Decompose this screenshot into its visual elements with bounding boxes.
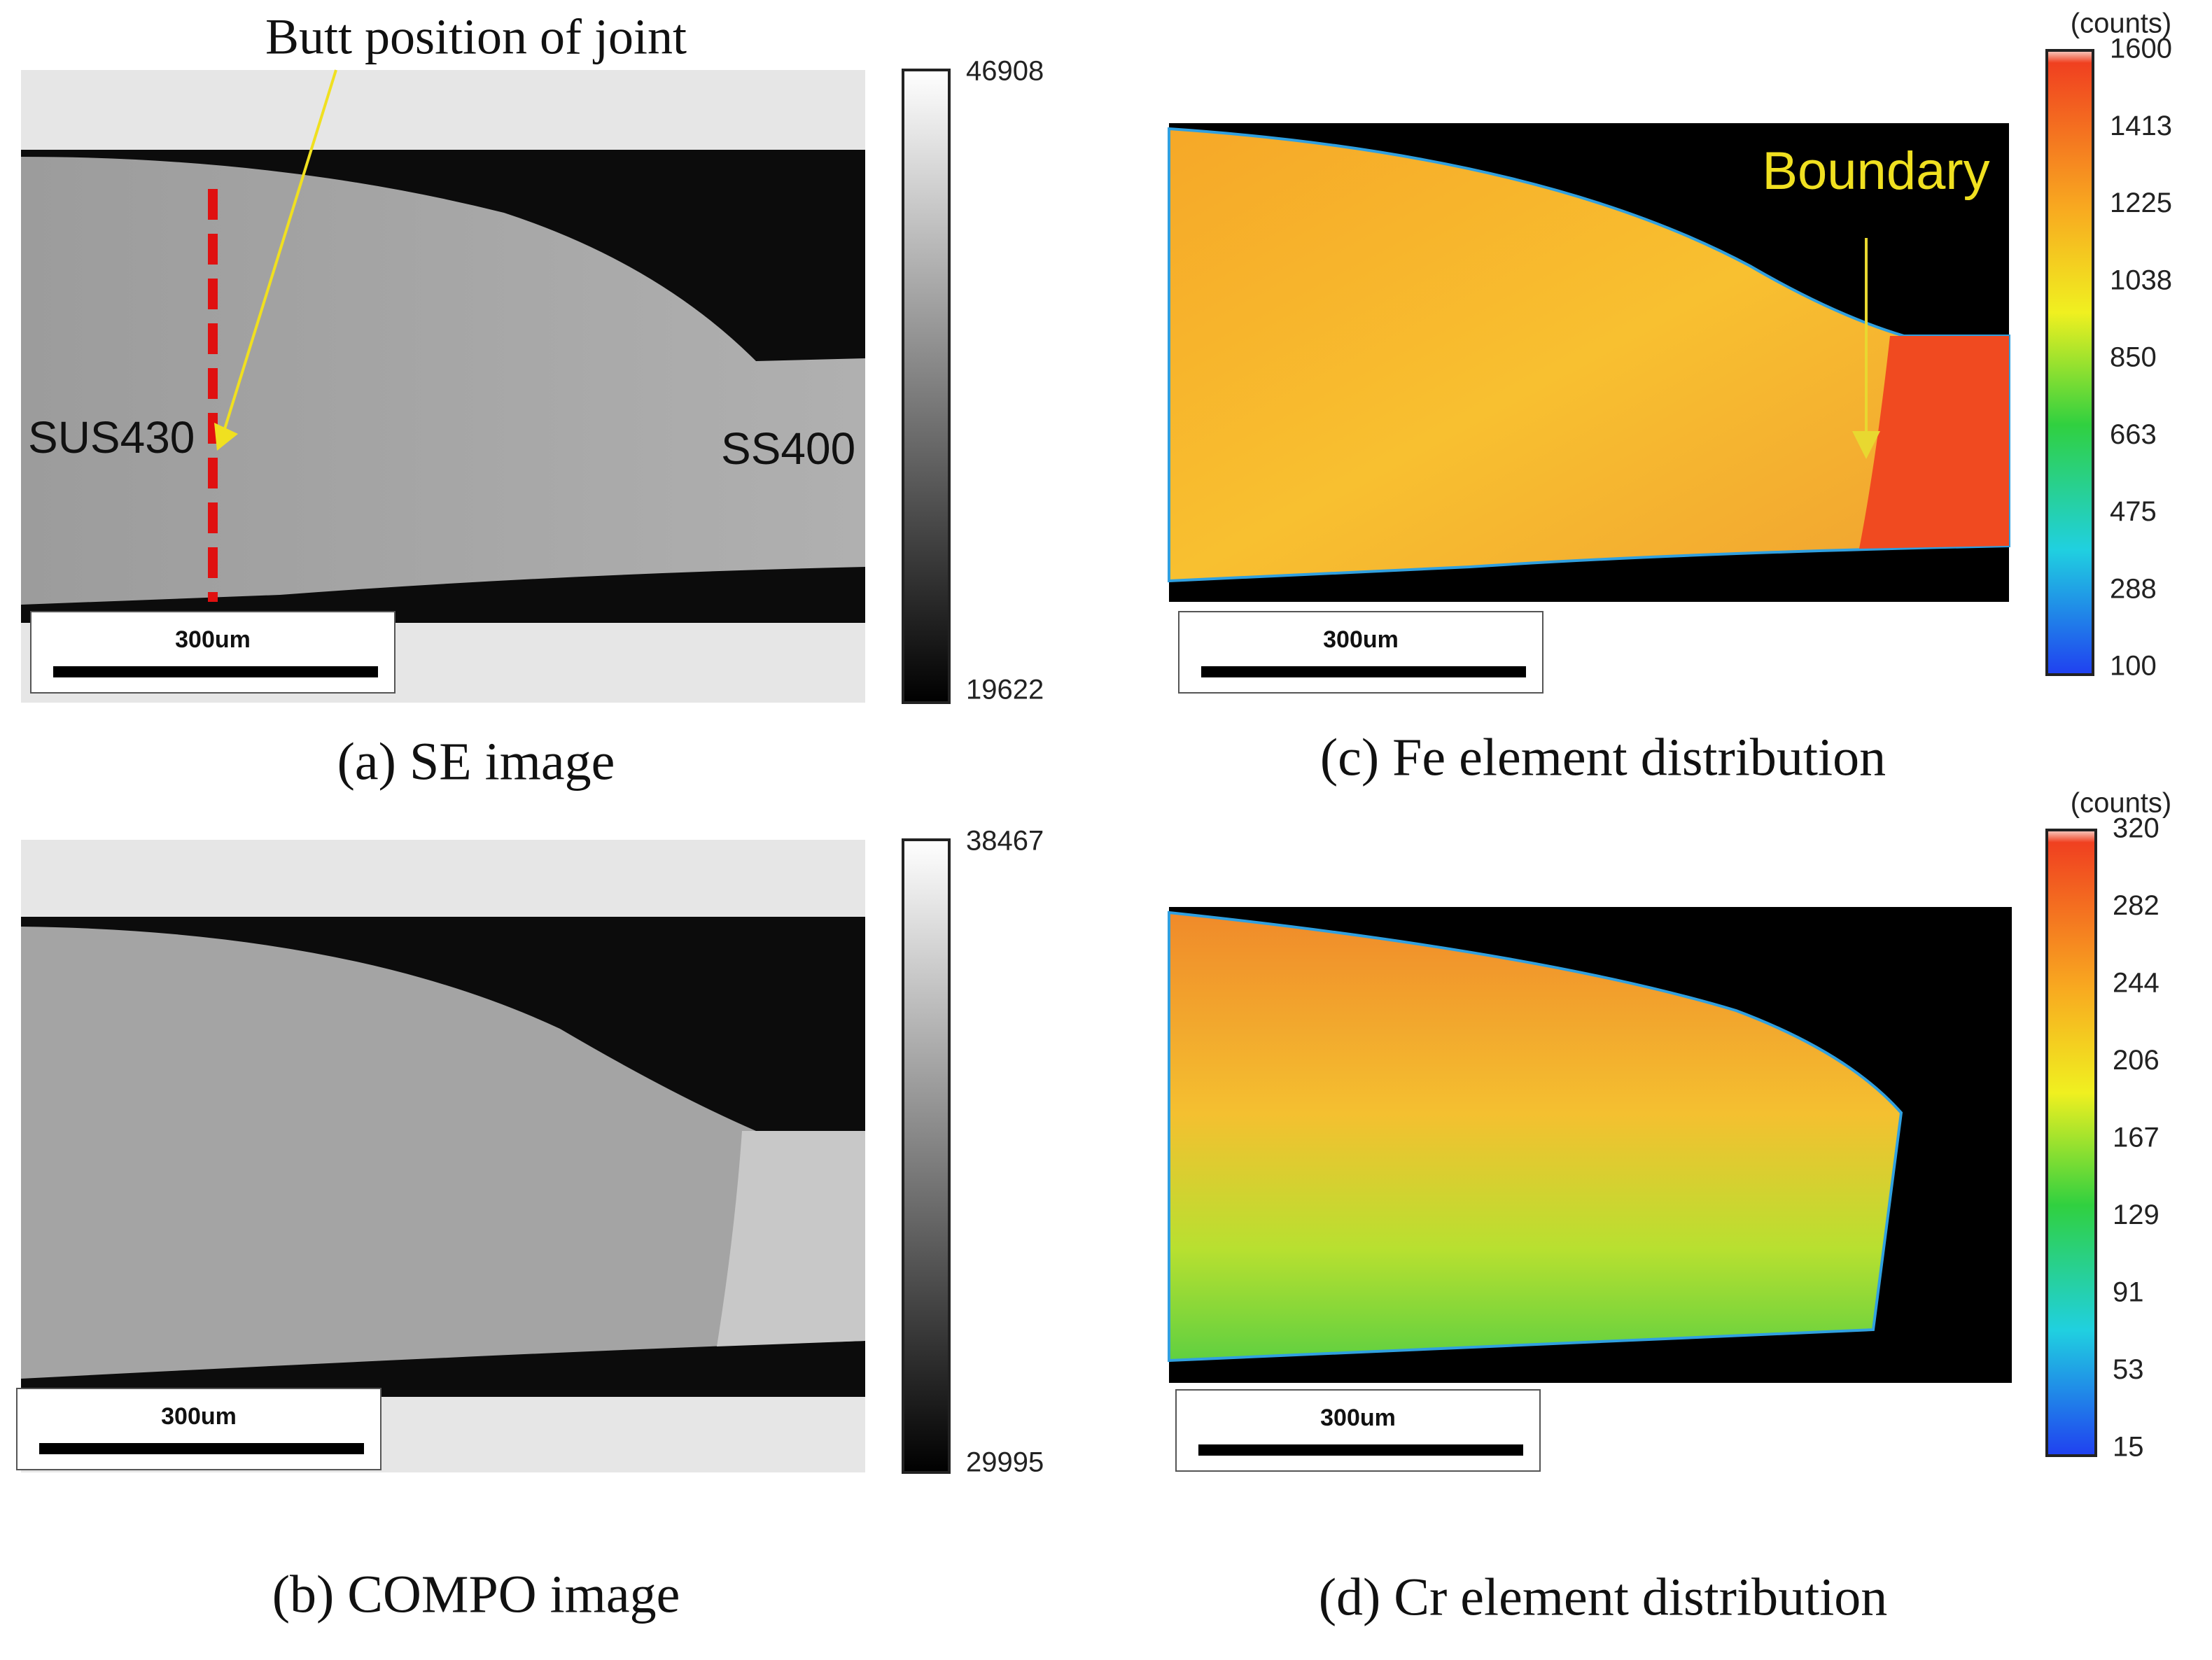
arrow-head [214,423,238,451]
colorbar-label: 320 [2113,813,2160,844]
colorbar-label: 663 [2110,419,2157,450]
caption: (b) COMPO image [272,1565,680,1624]
scale-bar [53,666,378,677]
panel-c: Boundary 300um (c) Fe element distributi… [1168,123,2010,787]
scale-bar [1201,666,1526,677]
colorbar [2045,49,2094,676]
colorbar-label: 46908 [966,56,1044,87]
scale-box [16,1388,382,1470]
scale-box [1178,611,1544,694]
scale-bar [1198,1444,1523,1456]
colorbar-label: 100 [2110,651,2157,682]
specimen [21,157,865,605]
colorbar-label: 53 [2113,1354,2144,1385]
panel-b: 300um (b) COMPO image [16,840,865,1624]
colorbar-label: 19622 [966,675,1044,705]
label-left: SUS430 [28,412,195,463]
specimen-ss400 [717,1131,865,1346]
colorbar-label: 1225 [2110,188,2172,218]
scale-text: 300um [161,1403,237,1430]
colorbar-label: 244 [2113,968,2160,999]
colorbar-label: 288 [2110,573,2157,604]
panel-a: Butt position of joint SUS430 SS400 300u… [21,9,865,791]
colorbar [902,838,951,1474]
arrow-head [1852,431,1880,459]
colorbar-label: 850 [2110,342,2157,373]
annotation-title: Butt position of joint [265,9,687,65]
cr-map [1168,910,1903,1363]
scale-bar [39,1443,364,1454]
panel-d: 300um (d) Cr element distribution [1168,907,2012,1626]
colorbar [902,69,951,704]
colorbar-label: 282 [2113,890,2160,921]
scale-text: 300um [175,626,251,653]
scale-text: 300um [1323,626,1399,653]
colorbar-label: 167 [2113,1123,2160,1153]
label-right: SS400 [721,423,855,474]
fe-map-ss400 [1859,336,2009,549]
colorbar [2045,829,2097,1457]
scale-box [1175,1389,1541,1472]
scale-text: 300um [1320,1405,1396,1431]
colorbar-label: 129 [2113,1200,2160,1230]
colorbar-label: 38467 [966,826,1044,857]
arrow [223,69,337,432]
caption: (a) SE image [337,732,615,791]
caption: (d) Cr element distribution [1319,1568,1888,1626]
colorbar-unit: (counts) [2071,788,2172,819]
colorbar-label: 1038 [2110,265,2172,295]
caption: (c) Fe element distribution [1320,728,1886,787]
colorbar-label: 206 [2113,1045,2160,1076]
colorbar-label: 1600 [2110,34,2172,64]
colorbar-label: 15 [2113,1432,2144,1463]
fe-map [1168,127,2010,583]
colorbar-label: 91 [2113,1277,2144,1308]
colorbar-unit: (counts) [2071,8,2172,39]
colorbar-label: 475 [2110,496,2157,527]
label-boundary: Boundary [1762,141,1989,201]
scale-box [30,611,396,694]
specimen [21,927,865,1379]
colorbar-label: 1413 [2110,111,2172,141]
colorbar-label: 29995 [966,1447,1044,1478]
